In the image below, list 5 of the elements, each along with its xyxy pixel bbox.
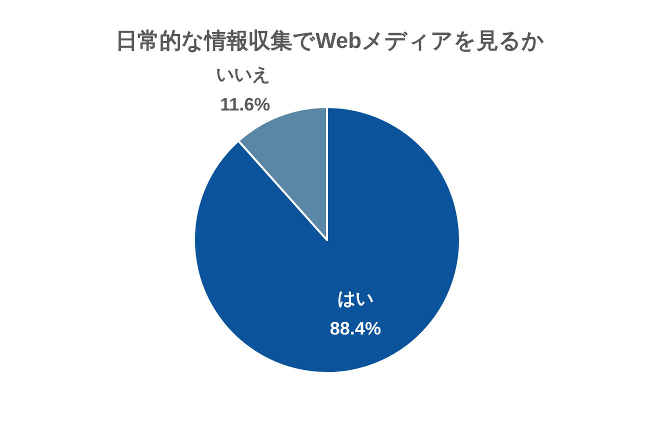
value-label: 88.4% [330,318,381,338]
value-label: 11.6% [220,94,270,115]
title: 日常的な情報収集でWebメディアを見るか [115,28,545,53]
category-label: はい [337,288,374,308]
category-label: いいえ [216,64,270,85]
